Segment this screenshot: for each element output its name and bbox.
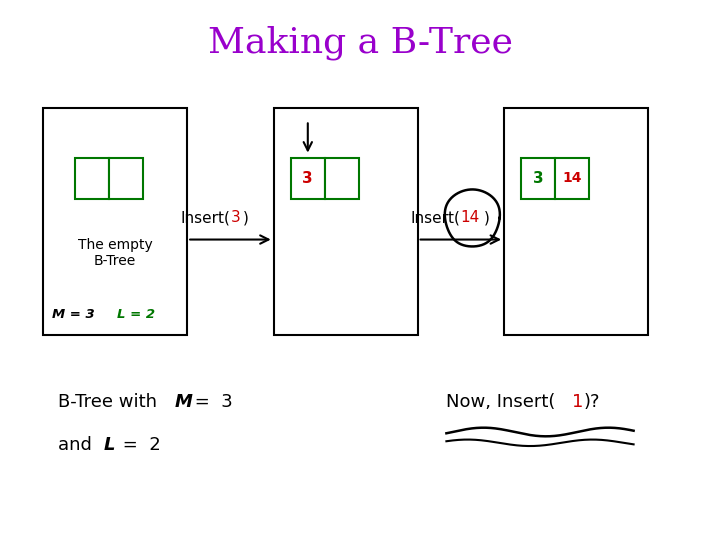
Text: 3: 3 (302, 171, 313, 186)
Text: L = 2: L = 2 (117, 308, 155, 321)
Text: M = 3: M = 3 (52, 308, 94, 321)
Bar (274, 108, 418, 335)
Text: Now, Insert(: Now, Insert( (446, 393, 556, 411)
Text: The empty
B-Tree: The empty B-Tree (78, 238, 153, 268)
Bar (75, 158, 109, 199)
Text: L: L (104, 436, 115, 455)
Text: 14: 14 (461, 211, 480, 225)
Bar (555, 158, 589, 199)
Bar (109, 158, 143, 199)
Text: ): ) (243, 211, 248, 225)
Bar (291, 158, 325, 199)
Bar (325, 158, 359, 199)
Text: 3: 3 (533, 171, 544, 186)
Bar (504, 108, 648, 335)
Text: M: M (174, 393, 192, 411)
Text: 3: 3 (230, 211, 240, 225)
Text: 1: 1 (572, 393, 584, 411)
Text: Insert(: Insert( (411, 211, 461, 225)
Bar (521, 158, 555, 199)
Text: =  2: = 2 (117, 436, 161, 455)
Text: ): ) (484, 211, 490, 225)
Text: Insert(: Insert( (181, 211, 230, 225)
Text: B-Tree with: B-Tree with (58, 393, 162, 411)
Text: 14: 14 (562, 172, 582, 185)
Text: =  3: = 3 (189, 393, 233, 411)
Text: and: and (58, 436, 97, 455)
Text: )?: )? (583, 393, 600, 411)
Bar (43, 108, 187, 335)
Text: Making a B-Tree: Making a B-Tree (207, 26, 513, 60)
